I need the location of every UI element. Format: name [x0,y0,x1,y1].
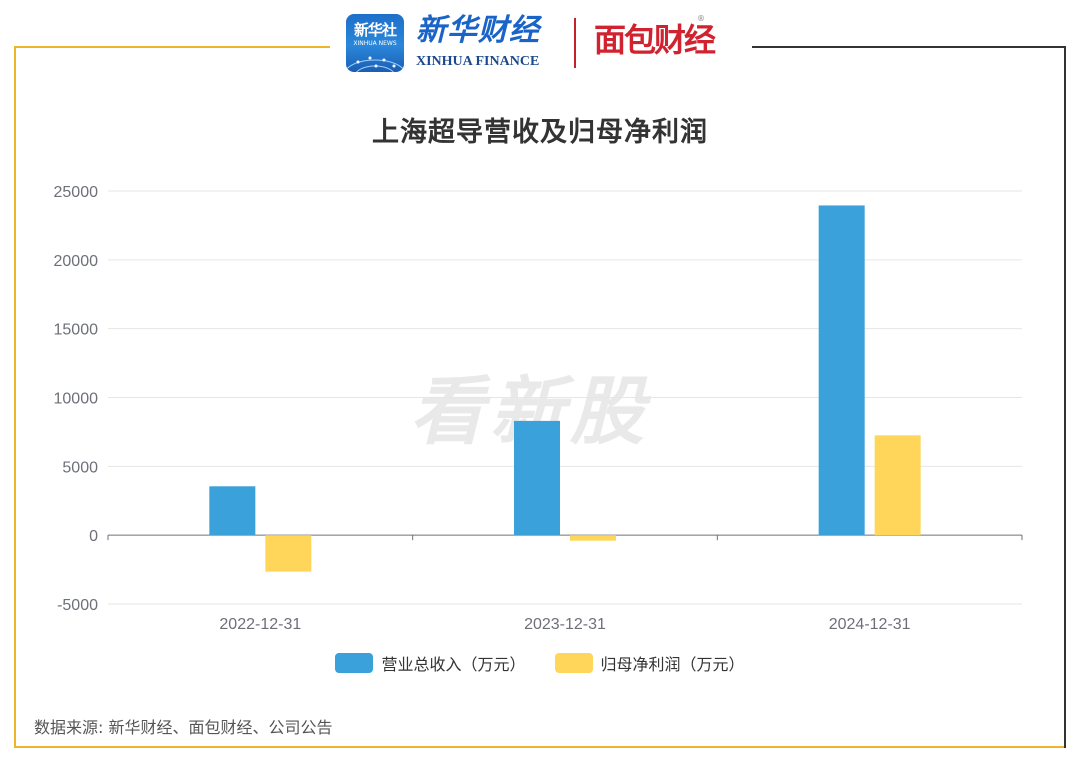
bar-revenue [514,420,560,536]
source-note: 数据来源: 新华财经、面包财经、公司公告 [34,718,333,737]
mianbao-finance-logo: 面包财经 [594,21,716,59]
y-tick-label: -5000 [57,597,98,614]
legend-label-profit: 归母净利润（万元） [600,655,745,674]
y-tick-label: 15000 [54,322,99,339]
legend-item-profit[interactable]: 归母净利润（万元） [554,651,745,675]
y-tick-label: 20000 [54,253,99,270]
bar-profit [874,435,921,536]
xinhua-finance-logo: 新华财经 XINHUA FINANCE [416,14,556,70]
xinhua-news-logo: 新华社 XINHUA NEWS [346,14,404,72]
chart-legend: 营业总收入（万元） 归母净利润（万元） [0,651,1080,675]
registered-mark: ® [697,14,705,23]
y-tick-label: 10000 [54,391,99,408]
y-tick-label: 0 [89,528,98,545]
xinhua-badge-en: XINHUA NEWS [353,40,397,47]
xinhua-finance-en: XINHUA FINANCE [416,54,540,69]
x-tick-label: 2023-12-31 [524,616,606,633]
bar-profit [570,535,616,541]
legend-swatch-revenue [335,653,374,673]
legend-label-revenue: 营业总收入（万元） [381,655,526,674]
xinhua-finance-cn: 新华财经 [416,13,540,48]
bar-revenue [818,205,865,536]
logo-divider [574,18,576,68]
x-tick-label: 2024-12-31 [829,616,911,633]
bar-revenue [209,486,256,536]
legend-swatch-profit [554,653,593,673]
header-logos: 新华社 XINHUA NEWS 新华财经 XINHUA FINANCE 面包财经… [340,8,750,74]
bar-profit [265,535,312,572]
y-tick-label: 25000 [54,184,99,201]
y-tick-label: 5000 [62,459,98,476]
legend-item-revenue[interactable]: 营业总收入（万元） [335,651,525,675]
x-tick-label: 2022-12-31 [219,616,301,633]
chart-title: 上海超导营收及归母净利润 [372,117,708,148]
globe-icon [346,56,404,72]
xinhua-badge-cn: 新华社 [353,21,397,39]
